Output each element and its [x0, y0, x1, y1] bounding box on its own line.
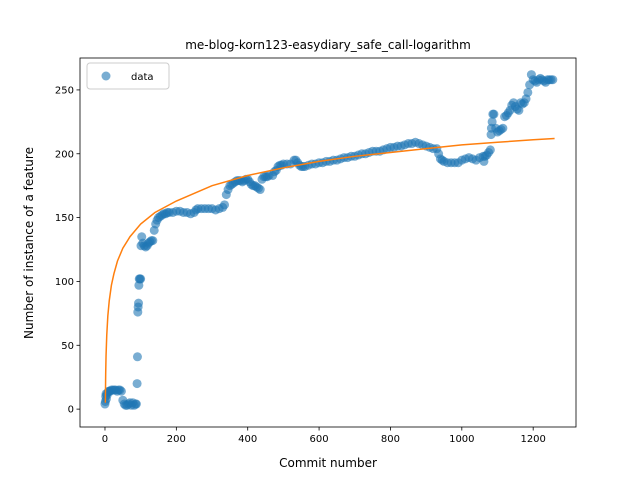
- y-tick-label-100: 100: [55, 277, 74, 288]
- x-tick-label-400: 400: [238, 434, 257, 445]
- data-point-210: [548, 75, 558, 85]
- y-tick-label-200: 200: [55, 149, 74, 160]
- data-point-47: [148, 236, 158, 246]
- y-axis-label: Number of instance of a feature: [22, 147, 36, 339]
- data-point-94: [255, 185, 265, 195]
- fit-line: [104, 137, 555, 403]
- x-tick-label-800: 800: [381, 434, 400, 445]
- y-tick-label-150: 150: [55, 213, 74, 224]
- y-axis-ticks: 0 50 100 150 200 250: [55, 85, 80, 416]
- x-tick-label-0: 0: [102, 434, 108, 445]
- data-point-74: [220, 200, 230, 210]
- data-point-182: [498, 123, 508, 133]
- legend-box: [86, 62, 170, 90]
- y-tick-label-50: 50: [61, 341, 74, 352]
- x-tick-label-1200: 1200: [520, 434, 545, 445]
- data-point-33: [134, 298, 144, 308]
- data-point-37: [136, 274, 146, 284]
- y-tick-label-0: 0: [68, 405, 74, 416]
- data-point-30: [132, 352, 142, 362]
- data-point-196: [523, 87, 533, 97]
- data-point-172: [485, 145, 495, 155]
- legend: data: [86, 62, 170, 90]
- data-point-29: [132, 379, 142, 389]
- x-tick-label-200: 200: [167, 434, 186, 445]
- data-point-28: [131, 399, 141, 409]
- chart-title: me-blog-korn123-easydiary_safe_call-loga…: [185, 38, 471, 52]
- x-tick-label-600: 600: [310, 434, 329, 445]
- axes-frame: [79, 57, 577, 428]
- x-axis-label: Commit number: [279, 456, 377, 470]
- legend-label-data: data: [131, 72, 154, 83]
- data-point-17: [116, 386, 126, 396]
- legend-marker-data: [101, 71, 111, 81]
- x-axis-ticks: 0 200 400 600 800 1000 1200: [102, 427, 546, 445]
- data-point-177: [489, 109, 499, 119]
- x-tick-label-1000: 1000: [449, 434, 474, 445]
- y-tick-label-250: 250: [55, 85, 74, 96]
